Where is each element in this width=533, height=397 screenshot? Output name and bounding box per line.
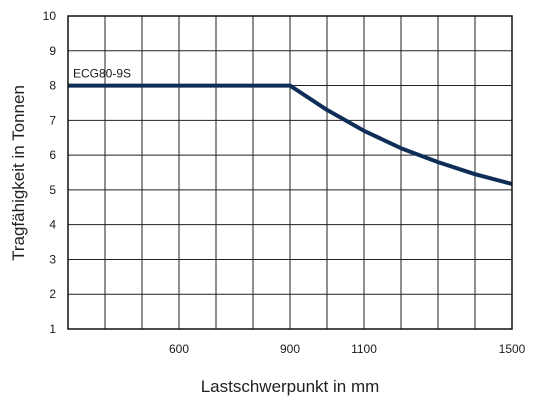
y-tick-labels: 1 2 3 4 5 6 7 8 9 10 (43, 9, 57, 336)
y-tick-label-3: 4 (49, 218, 56, 232)
y-tick-label-7: 8 (49, 79, 56, 93)
y-tick-label-8: 9 (49, 44, 56, 58)
y-tick-label-9: 10 (43, 9, 57, 23)
x-tick-label-1: 900 (280, 342, 300, 356)
y-tick-label-0: 1 (49, 322, 56, 336)
x-tick-labels: 600 900 1100 1500 (169, 342, 526, 356)
y-tick-label-1: 2 (49, 287, 56, 301)
plot-frame (67, 15, 513, 330)
series-layer: ECG80-9S (68, 67, 513, 186)
y-tick-label-2: 3 (49, 252, 56, 266)
x-tick-label-3: 1500 (499, 342, 526, 356)
y-axis-title: Tragfähigkeit in Tonnen (9, 85, 28, 261)
grid (68, 16, 512, 329)
series-label-0: ECG80-9S (73, 67, 131, 81)
series-line-0 (68, 83, 513, 186)
y-tick-label-6: 7 (49, 113, 56, 127)
y-tick-label-4: 5 (49, 183, 56, 197)
x-tick-label-0: 600 (169, 342, 189, 356)
y-tick-label-5: 6 (49, 148, 56, 162)
x-axis-title: Lastschwerpunkt in mm (201, 377, 380, 396)
x-tick-label-2: 1100 (351, 342, 377, 356)
